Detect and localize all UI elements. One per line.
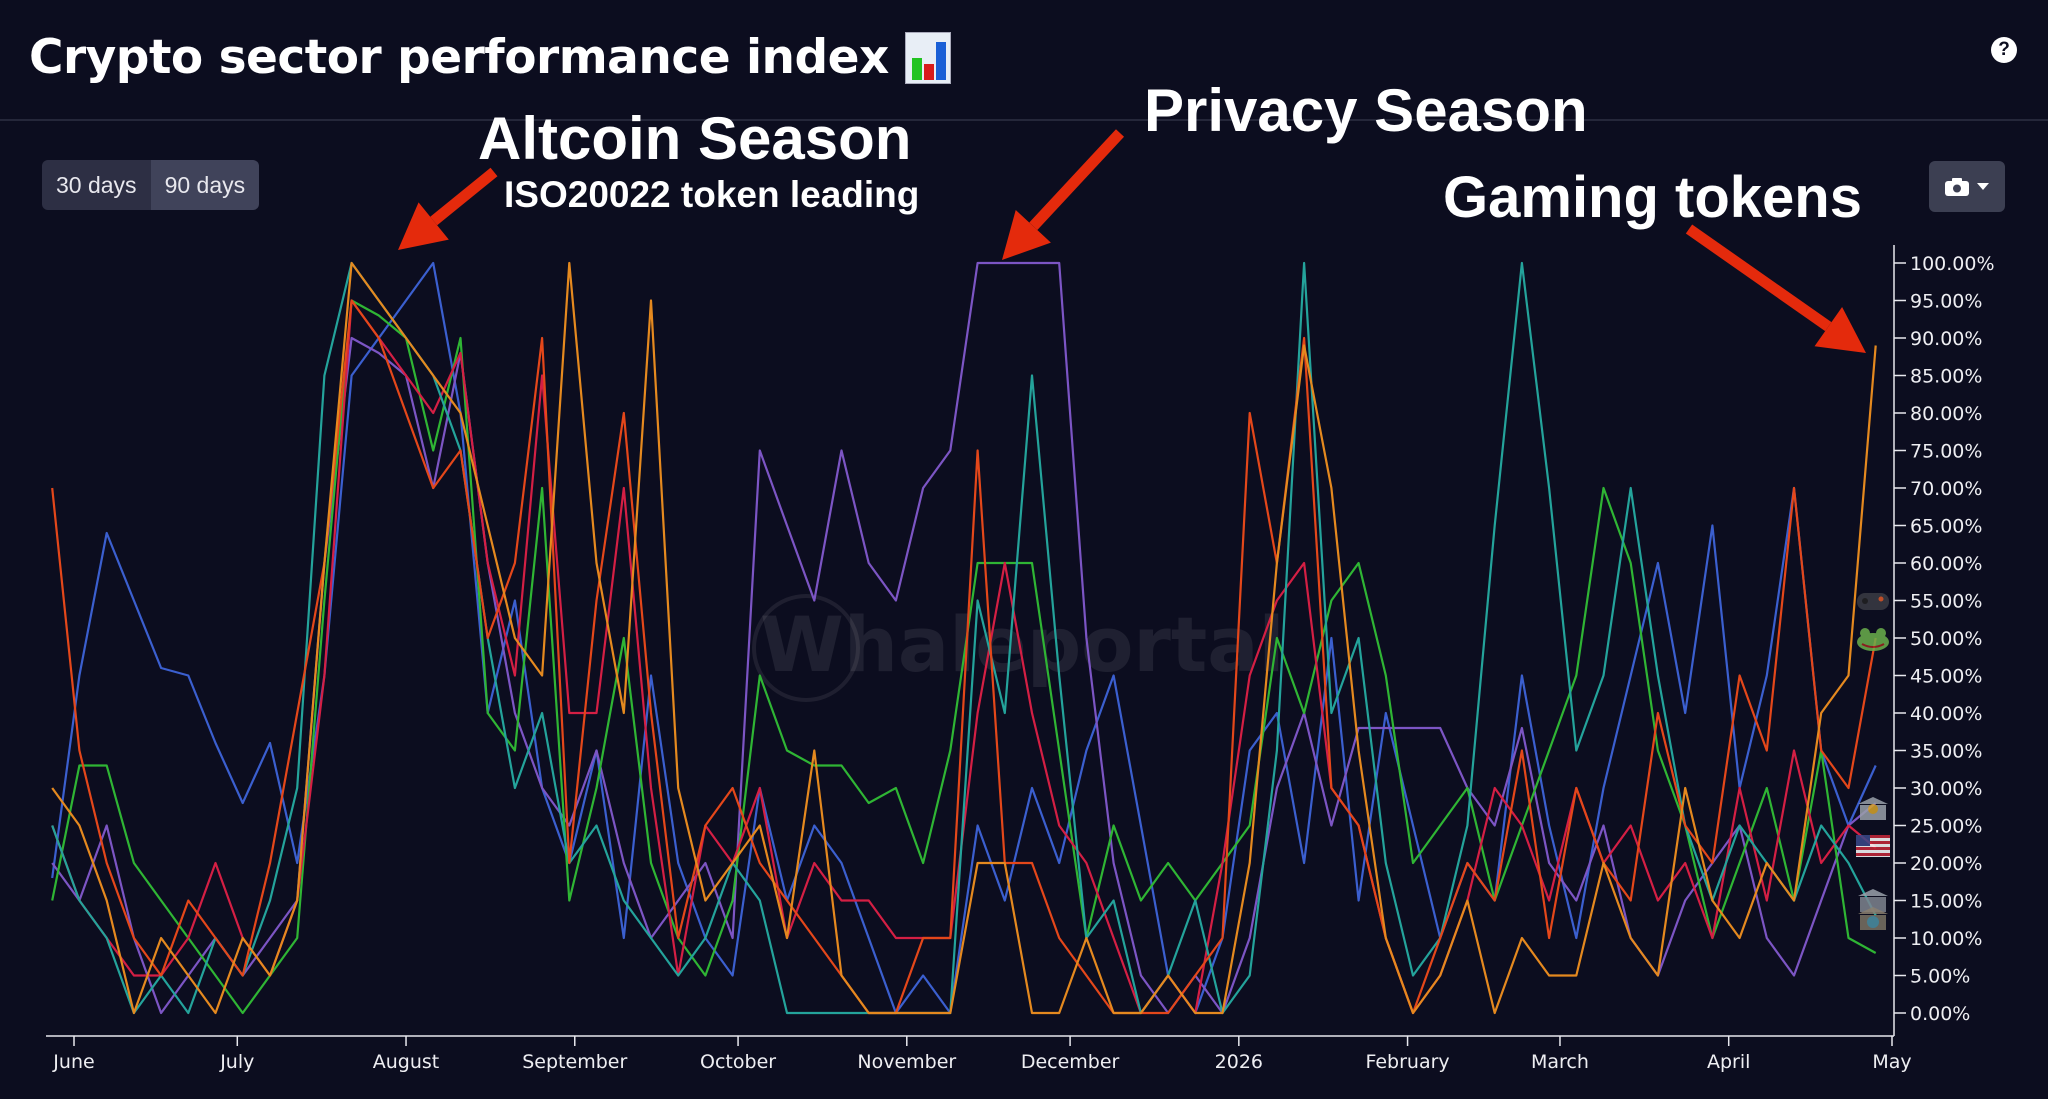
x-tick-label: March	[1531, 1051, 1589, 1073]
y-tick-label: 65.00%	[1910, 516, 1982, 538]
y-tick-label: 70.00%	[1910, 478, 1982, 500]
x-tick-label: 2026	[1215, 1051, 1263, 1073]
x-tick-label: July	[219, 1051, 254, 1073]
y-tick-label: 60.00%	[1910, 553, 1982, 575]
arrow-altcoin-season	[398, 167, 498, 250]
x-tick-label: December	[1021, 1051, 1120, 1073]
range-90-days-button[interactable]: 90 days	[150, 160, 260, 210]
y-tick-label: 20.00%	[1910, 853, 1982, 875]
arrow-privacy-season	[1002, 129, 1125, 260]
header-divider	[0, 119, 2048, 121]
y-tick-label: 100.00%	[1910, 253, 1995, 275]
export-button[interactable]	[1929, 161, 2005, 212]
title-text: Crypto sector performance index	[29, 30, 889, 85]
us-flag-icon	[1856, 835, 1890, 861]
x-tick-label: April	[1707, 1051, 1750, 1073]
y-tick-label: 30.00%	[1910, 778, 1982, 800]
y-tick-label: 50.00%	[1910, 628, 1982, 650]
y-tick-label: 75.00%	[1910, 441, 1982, 463]
bank-globe-icon	[1856, 906, 1890, 932]
series-line-5	[51, 299, 1877, 1015]
watermark-logo	[752, 594, 860, 702]
bar-chart-icon	[904, 31, 951, 84]
y-tick-label: 95.00%	[1910, 291, 1982, 313]
annotation-iso20022: ISO20022 token leading	[504, 174, 920, 215]
x-tick-label: September	[522, 1051, 627, 1073]
bank-dollar-icon	[1856, 796, 1890, 822]
arrow-gaming-tokens	[1685, 224, 1866, 353]
series-line-6	[51, 261, 1877, 1015]
series-line-0	[51, 261, 1877, 1015]
series-line-1	[51, 261, 1877, 1015]
x-tick-label: May	[1872, 1051, 1911, 1073]
y-tick-label: 90.00%	[1910, 328, 1982, 350]
y-tick-label: 25.00%	[1910, 816, 1982, 838]
watermark: Whaleportal	[760, 600, 1285, 689]
bank-icon	[1856, 888, 1890, 914]
game-controller-icon	[1856, 588, 1890, 614]
x-tick-label: August	[373, 1051, 440, 1073]
y-tick-label: 55.00%	[1910, 591, 1982, 613]
page-title: Crypto sector performance index	[29, 30, 951, 85]
series-line-2	[51, 299, 1877, 1015]
y-tick-label: 15.00%	[1910, 891, 1982, 913]
help-icon[interactable]: ?	[1991, 37, 2017, 63]
annotation-privacy-season: Privacy Season	[1144, 77, 1588, 144]
x-tick-label: October	[700, 1051, 776, 1073]
camera-icon	[1945, 177, 1969, 196]
range-selector: 30 days 90 days	[42, 160, 260, 210]
series-line-4	[51, 261, 1877, 1015]
y-tick-label: 10.00%	[1910, 928, 1982, 950]
frog-icon	[1856, 626, 1890, 652]
caret-down-icon	[1977, 183, 1989, 190]
range-30-days-button[interactable]: 30 days	[42, 160, 151, 210]
y-tick-label: 35.00%	[1910, 741, 1982, 763]
y-tick-label: 5.00%	[1910, 966, 1970, 988]
y-tick-label: 80.00%	[1910, 403, 1982, 425]
y-tick-label: 85.00%	[1910, 366, 1982, 388]
y-tick-label: 40.00%	[1910, 703, 1982, 725]
x-tick-label: November	[857, 1051, 956, 1073]
annotation-gaming-tokens: Gaming tokens	[1443, 165, 1862, 230]
y-tick-label: 45.00%	[1910, 666, 1982, 688]
y-tick-label: 0.00%	[1910, 1003, 1970, 1025]
annotation-altcoin-season: Altcoin Season	[478, 105, 912, 172]
x-tick-label: June	[52, 1051, 94, 1073]
x-tick-label: February	[1365, 1051, 1449, 1073]
